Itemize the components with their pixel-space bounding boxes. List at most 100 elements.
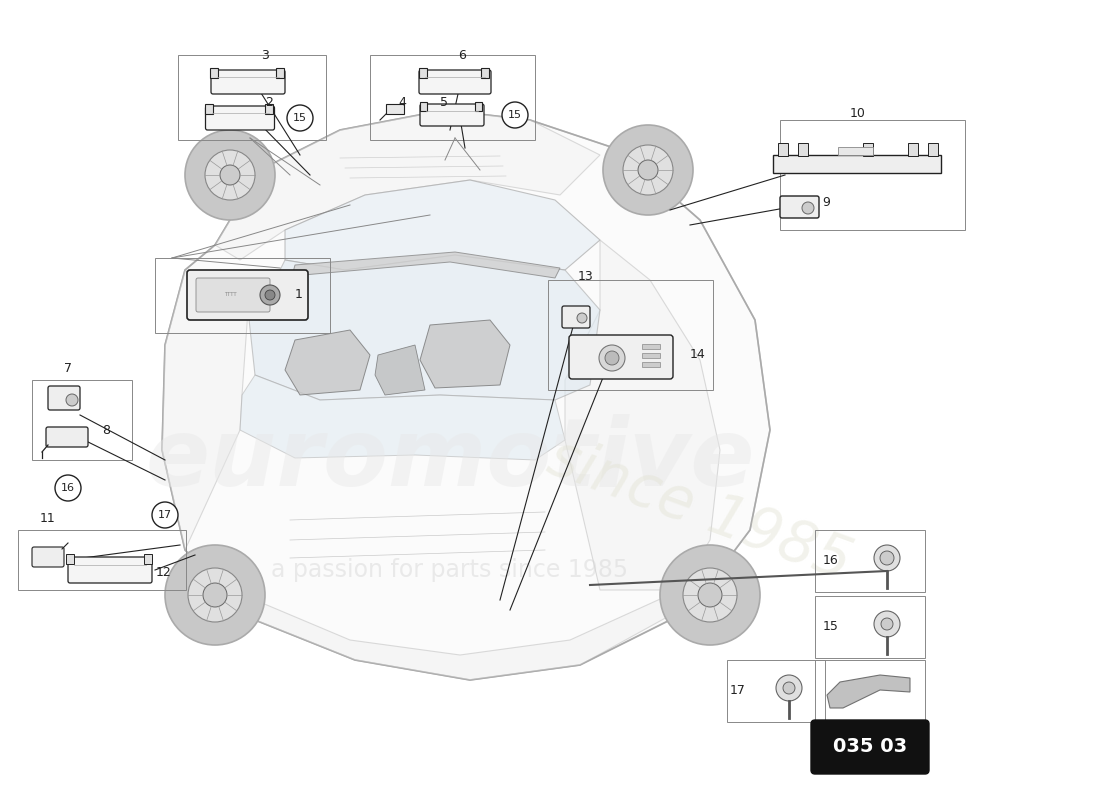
Polygon shape bbox=[827, 675, 910, 708]
Bar bbox=[420, 102, 427, 111]
Bar bbox=[548, 280, 713, 390]
Text: 13: 13 bbox=[578, 270, 594, 283]
Bar bbox=[773, 155, 940, 173]
Bar bbox=[66, 554, 74, 564]
FancyBboxPatch shape bbox=[68, 557, 152, 583]
Circle shape bbox=[260, 285, 280, 305]
Polygon shape bbox=[420, 320, 510, 388]
Bar bbox=[727, 660, 825, 722]
Text: 3: 3 bbox=[261, 49, 268, 62]
Text: 17: 17 bbox=[158, 510, 172, 520]
FancyBboxPatch shape bbox=[569, 335, 673, 379]
Polygon shape bbox=[162, 110, 770, 680]
Bar bbox=[18, 530, 186, 590]
Bar bbox=[798, 143, 808, 156]
Polygon shape bbox=[285, 330, 370, 395]
Bar bbox=[908, 143, 918, 156]
Bar bbox=[205, 104, 213, 114]
Text: euromotive: euromotive bbox=[145, 414, 755, 506]
Circle shape bbox=[205, 150, 255, 200]
Polygon shape bbox=[565, 240, 720, 590]
Bar bbox=[642, 353, 660, 358]
Circle shape bbox=[55, 475, 81, 501]
Circle shape bbox=[220, 165, 240, 185]
Text: 15: 15 bbox=[823, 621, 839, 634]
Text: a passion for parts since 1985: a passion for parts since 1985 bbox=[272, 558, 628, 582]
FancyBboxPatch shape bbox=[48, 386, 80, 410]
Polygon shape bbox=[255, 590, 680, 680]
Text: 4: 4 bbox=[398, 95, 406, 109]
Polygon shape bbox=[248, 255, 600, 400]
Bar bbox=[642, 344, 660, 349]
Circle shape bbox=[578, 313, 587, 323]
Circle shape bbox=[600, 345, 625, 371]
Circle shape bbox=[698, 583, 722, 607]
Text: 12: 12 bbox=[156, 566, 172, 578]
Text: 6: 6 bbox=[458, 49, 466, 62]
Text: 1: 1 bbox=[295, 289, 302, 302]
Circle shape bbox=[783, 682, 795, 694]
FancyBboxPatch shape bbox=[780, 196, 820, 218]
Circle shape bbox=[874, 545, 900, 571]
Circle shape bbox=[776, 675, 802, 701]
Text: since 1985: since 1985 bbox=[540, 429, 859, 591]
Bar bbox=[178, 55, 326, 140]
Text: 11: 11 bbox=[40, 512, 56, 525]
Text: 15: 15 bbox=[508, 110, 522, 120]
Circle shape bbox=[66, 394, 78, 406]
FancyBboxPatch shape bbox=[206, 106, 275, 130]
Circle shape bbox=[874, 611, 900, 637]
Circle shape bbox=[881, 618, 893, 630]
Circle shape bbox=[188, 568, 242, 622]
Circle shape bbox=[265, 290, 275, 300]
Text: 035 03: 035 03 bbox=[833, 738, 908, 757]
Circle shape bbox=[185, 130, 275, 220]
Circle shape bbox=[603, 125, 693, 215]
Circle shape bbox=[502, 102, 528, 128]
Text: 5: 5 bbox=[440, 95, 448, 109]
Polygon shape bbox=[285, 180, 600, 270]
Bar bbox=[780, 120, 965, 230]
Circle shape bbox=[287, 105, 314, 131]
Text: 9: 9 bbox=[822, 195, 829, 209]
FancyBboxPatch shape bbox=[562, 306, 590, 328]
Bar bbox=[642, 362, 660, 367]
Polygon shape bbox=[240, 375, 565, 460]
Polygon shape bbox=[375, 345, 425, 395]
Bar bbox=[481, 68, 490, 78]
Text: 14: 14 bbox=[690, 349, 706, 362]
Text: 10: 10 bbox=[850, 107, 866, 120]
Circle shape bbox=[165, 545, 265, 645]
Text: 8: 8 bbox=[102, 423, 110, 437]
Circle shape bbox=[660, 545, 760, 645]
Bar bbox=[928, 143, 938, 156]
Bar bbox=[265, 104, 273, 114]
Bar bbox=[370, 55, 535, 140]
Text: 15: 15 bbox=[293, 113, 307, 123]
Text: 16: 16 bbox=[823, 554, 838, 567]
Text: 17: 17 bbox=[730, 685, 746, 698]
Bar bbox=[815, 596, 925, 658]
Bar bbox=[838, 147, 873, 155]
Bar bbox=[276, 68, 284, 78]
Text: 2: 2 bbox=[265, 95, 273, 109]
Text: 7: 7 bbox=[64, 362, 72, 375]
Polygon shape bbox=[214, 110, 600, 260]
Bar bbox=[32, 380, 132, 460]
Polygon shape bbox=[292, 252, 560, 278]
Bar bbox=[419, 68, 427, 78]
FancyBboxPatch shape bbox=[196, 278, 270, 312]
Circle shape bbox=[802, 202, 814, 214]
Circle shape bbox=[204, 583, 227, 607]
FancyBboxPatch shape bbox=[32, 547, 64, 567]
FancyBboxPatch shape bbox=[211, 70, 285, 94]
Circle shape bbox=[638, 160, 658, 180]
FancyBboxPatch shape bbox=[811, 720, 929, 774]
Circle shape bbox=[683, 568, 737, 622]
Polygon shape bbox=[162, 270, 248, 550]
Circle shape bbox=[623, 145, 673, 195]
Bar bbox=[815, 660, 925, 722]
Bar bbox=[155, 258, 330, 333]
Circle shape bbox=[605, 351, 619, 365]
Bar bbox=[475, 102, 482, 111]
